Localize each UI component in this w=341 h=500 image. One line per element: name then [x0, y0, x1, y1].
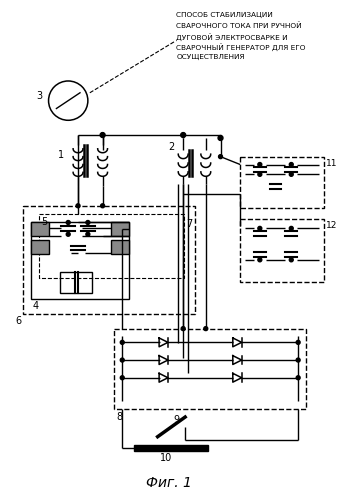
Text: 4: 4 — [33, 301, 39, 311]
Text: СПОСОБ СТАБИЛИЗАЦИИ: СПОСОБ СТАБИЛИЗАЦИИ — [176, 12, 273, 18]
Circle shape — [120, 376, 124, 380]
Circle shape — [101, 204, 105, 208]
Text: СВАРОЧНЫЙ ГЕНЕРАТОР ДЛЯ ЕГО: СВАРОЧНЫЙ ГЕНЕРАТОР ДЛЯ ЕГО — [176, 43, 306, 51]
Bar — [112, 222, 129, 236]
Text: 11: 11 — [326, 158, 337, 168]
Bar — [134, 444, 208, 452]
Circle shape — [258, 258, 262, 262]
Bar — [31, 222, 48, 236]
Circle shape — [181, 132, 186, 138]
Circle shape — [289, 172, 293, 176]
Text: 9: 9 — [173, 415, 179, 425]
Bar — [240, 156, 324, 208]
Circle shape — [289, 162, 293, 166]
Circle shape — [100, 132, 105, 138]
Bar — [31, 240, 48, 254]
Text: 7: 7 — [186, 218, 192, 228]
Circle shape — [296, 358, 300, 362]
Circle shape — [258, 226, 262, 230]
Text: 6: 6 — [15, 316, 21, 326]
Text: СВАРОЧНОГО ТОКА ПРИ РУЧНОЙ: СВАРОЧНОГО ТОКА ПРИ РУЧНОЙ — [176, 22, 302, 29]
Text: 10: 10 — [160, 454, 173, 464]
Circle shape — [219, 154, 222, 158]
Circle shape — [86, 220, 90, 224]
Circle shape — [296, 376, 300, 380]
Bar — [112, 240, 129, 254]
Text: ДУГОВОЙ ЭЛЕКТРОСВАРКЕ И: ДУГОВОЙ ЭЛЕКТРОСВАРКЕ И — [176, 33, 288, 40]
Text: 1: 1 — [58, 150, 64, 160]
Circle shape — [120, 340, 124, 344]
Bar — [240, 218, 324, 282]
Circle shape — [86, 232, 90, 236]
Circle shape — [204, 326, 208, 330]
Bar — [114, 328, 306, 409]
Bar — [23, 206, 195, 314]
Circle shape — [181, 326, 185, 330]
Text: ОСУЩЕСТВЛЕНИЯ: ОСУЩЕСТВЛЕНИЯ — [176, 54, 245, 60]
Circle shape — [66, 220, 70, 224]
Text: 12: 12 — [326, 220, 337, 230]
Circle shape — [258, 172, 262, 176]
Circle shape — [289, 258, 293, 262]
Bar — [31, 222, 129, 299]
Circle shape — [218, 136, 223, 140]
Circle shape — [76, 204, 80, 208]
Text: 3: 3 — [37, 91, 43, 101]
Circle shape — [258, 162, 262, 166]
Text: 8: 8 — [116, 412, 122, 422]
Circle shape — [289, 226, 293, 230]
Circle shape — [66, 232, 70, 236]
Text: 5: 5 — [41, 216, 47, 226]
Bar — [39, 214, 184, 278]
Circle shape — [120, 358, 124, 362]
Text: Фиг. 1: Фиг. 1 — [146, 476, 191, 490]
Bar — [60, 272, 92, 293]
Text: 2: 2 — [168, 142, 175, 152]
Circle shape — [296, 340, 300, 344]
